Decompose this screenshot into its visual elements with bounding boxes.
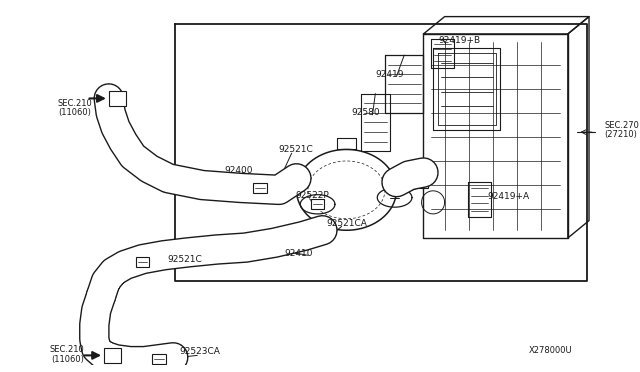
Bar <box>136 257 149 267</box>
Text: 92419+A: 92419+A <box>487 192 529 201</box>
Text: (11060): (11060) <box>59 108 92 117</box>
Text: (27210): (27210) <box>604 131 637 140</box>
Text: SEC.210: SEC.210 <box>50 345 84 354</box>
Text: 92521C: 92521C <box>278 145 313 154</box>
Text: 92522P: 92522P <box>295 191 329 200</box>
Text: (11060): (11060) <box>51 355 84 364</box>
Bar <box>152 355 166 364</box>
Text: SEC.210: SEC.210 <box>58 99 92 108</box>
Text: 92410: 92410 <box>284 249 312 258</box>
Text: SEC.270: SEC.270 <box>604 121 639 130</box>
Text: 92521C: 92521C <box>168 255 202 264</box>
Text: X278000U: X278000U <box>529 346 573 355</box>
Text: 92419+B: 92419+B <box>438 36 480 45</box>
Text: 92523CA: 92523CA <box>180 347 221 356</box>
Bar <box>311 199 324 209</box>
Text: 92580: 92580 <box>351 108 380 117</box>
Text: 92400: 92400 <box>225 166 253 175</box>
Bar <box>104 348 121 363</box>
Text: 92521CA: 92521CA <box>326 219 367 228</box>
Text: 92419: 92419 <box>376 70 404 79</box>
Bar <box>253 183 267 193</box>
Bar <box>109 91 126 106</box>
